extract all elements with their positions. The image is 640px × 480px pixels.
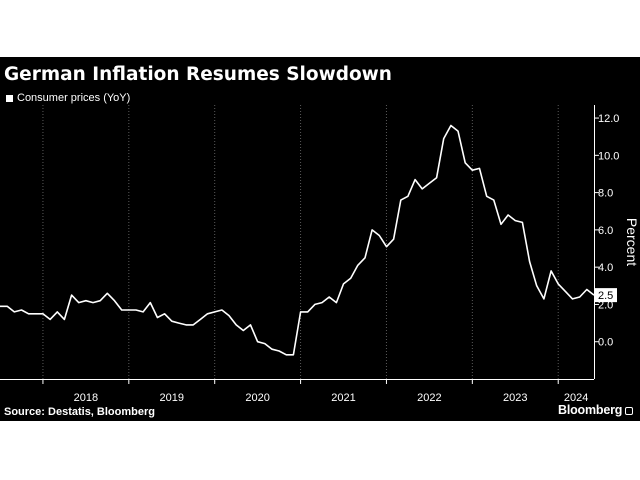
y-tick-label: 10.0 [598,150,619,162]
last-value-label: 2.5 [598,290,613,302]
x-tick-label: 2023 [503,392,527,404]
y-tick-label: 2.0 [598,299,613,311]
chart-axes [0,105,595,384]
last-value-tag: 2.5 [595,288,617,303]
brand-icon [625,407,634,415]
y-tick-label: 12.0 [598,113,619,125]
vertical-grid [42,105,559,383]
y-tick-label: 4.0 [598,262,613,274]
source-note: Source: Destatis, Bloomberg [4,406,155,418]
x-tick-label: 2018 [74,392,98,404]
last-value-box [595,288,617,303]
chart-background [0,57,640,421]
y-axis-ticks: 0.0 2.0 4.0 6.0 8.0 10.0 12.0 [594,113,619,349]
legend-label: Consumer prices (YoY) [17,92,131,104]
x-axis-year-labels: 2018 2019 2020 2021 2022 2023 2024 [74,392,589,404]
x-tick-label: 2024 [564,392,588,404]
y-tick-label: 6.0 [598,225,613,237]
series-layer [0,124,595,356]
brand-name: Bloomberg [558,403,623,417]
y-tick-label: 8.0 [598,188,613,200]
x-tick-label: 2021 [331,392,355,404]
x-tick-label: 2020 [245,392,269,404]
chart-title: German Inflation Resumes Slowdown [4,64,392,85]
x-tick-label: 2022 [417,392,441,404]
legend: Consumer prices (YoY) [6,92,130,104]
y-axis-title: Percent [624,218,640,266]
x-tick-label: 2019 [160,392,184,404]
legend-swatch [6,94,13,102]
series-line-consumer-prices [0,124,595,356]
y-tick-label: 0.0 [598,337,613,349]
brand-logo: Bloomberg [558,403,634,417]
